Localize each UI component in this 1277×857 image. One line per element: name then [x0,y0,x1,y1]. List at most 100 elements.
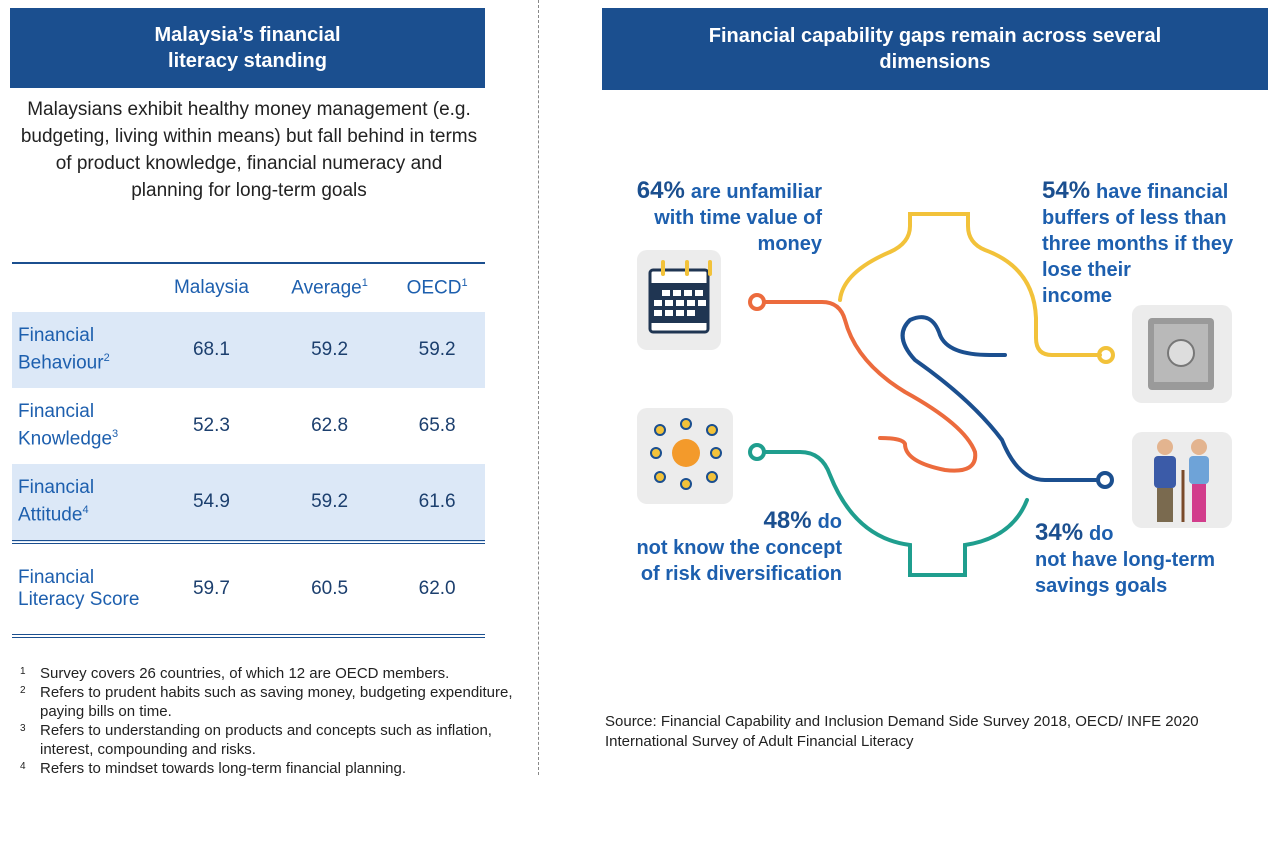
stat-text: of risk diversification [640,563,842,585]
stat-value: 64% [636,177,685,204]
row-label: Financial Knowledge3 [12,388,153,464]
value-cell: 59.2 [389,312,485,388]
stat-text: income [1042,285,1113,307]
row-note: 4 [82,504,89,517]
blue-dot [1096,471,1114,489]
elderly-icon [1154,439,1209,522]
stat-line: income [1042,283,1233,309]
orange-line [762,300,978,473]
column-header: OECD1 [389,262,485,312]
stat-line: buffers of less than [1042,205,1233,231]
row-label-text: Financial Attitude [18,477,95,526]
row-label: Financial Literacy Score [12,540,153,638]
table-row: Financial Attitude4 54.9 59.2 61.6 [12,464,485,542]
footnote: 2 Refers to prudent habits such as saving… [20,683,535,721]
stat-text: buffers of less than [1042,207,1227,229]
value-cell: 59.2 [269,312,390,388]
column-note: 1 [461,276,468,289]
footnote-marker: 4 [20,761,26,772]
divider [538,0,539,775]
orange-dot [748,293,766,311]
stat: 34% do not have long-term savings goals [1035,520,1215,599]
value-cell: 61.6 [389,464,485,542]
footnote: 3 Refers to understanding on products and… [20,721,535,759]
row-label: Financial Behaviour2 [12,312,153,388]
stat-text: savings goals [1035,575,1168,597]
row-label: Financial Attitude4 [12,464,153,542]
stat-line: with time value of [637,205,822,231]
stat-line: 48% do [636,508,842,535]
footnote-text: Refers to prudent habits such as saving … [40,684,513,720]
stat-line: not have long-term [1035,547,1215,573]
stat-text: with time value of [654,207,822,229]
stat-line: savings goals [1035,573,1215,599]
stat-text: three months if they [1042,233,1234,255]
value-cell: 59.7 [153,540,270,638]
calendar-icon [648,260,712,334]
footnote-text: Refers to understanding on products and … [40,722,492,758]
stat-line: 54% have financial [1042,178,1233,205]
right-header: Financial capability gaps remain across … [602,8,1268,90]
dollar-lines [748,212,1115,577]
column-label: OECD [406,277,462,299]
footnote: 4 Refers to mindset towards long-term fin… [20,759,535,778]
row-label-text: Financial Literacy Score [18,567,140,610]
table-row: Financial Behaviour2 68.1 59.2 59.2 [12,312,485,388]
blue-line [900,315,1100,482]
corner-cell [12,262,153,312]
row-note: 3 [112,428,119,441]
footnote: 1 Survey covers 26 countries, of which 12… [20,664,535,683]
yellow-line [838,212,1102,357]
stat-text: lose their [1042,259,1131,281]
teal-line [762,450,1029,577]
stat-line: money [637,231,822,257]
footnote-marker: 2 [20,685,26,696]
row-label-text: Financial Knowledge [18,401,113,450]
stat: 64% are unfamiliar with time value of money [637,178,822,257]
row-label-text: Financial Behaviour [18,325,104,374]
value-cell: 60.5 [269,540,390,638]
stat-value: 48% [763,507,812,534]
stat-text: are unfamiliar [690,181,822,203]
row-note: 2 [103,352,110,365]
stat-value: 34% [1035,519,1084,546]
footnotes: 1 Survey covers 26 countries, of which 12… [20,664,535,778]
teal-dot [748,443,766,461]
value-cell: 59.2 [269,464,390,542]
yellow-dot [1097,346,1115,364]
value-cell: 54.9 [153,464,270,542]
column-header: Average1 [269,262,390,312]
value-cell: 65.8 [418,415,456,436]
column-label: Average [291,277,362,299]
value-cell: 68.1 [153,312,270,388]
value-cell: 52.3 [192,415,230,436]
stat-value: 54% [1042,177,1091,204]
stat-text: money [757,233,822,255]
right-header-text: Financial capability gaps remain across … [708,25,1162,73]
footnote-marker: 1 [20,666,26,677]
column-note: 1 [361,276,368,289]
stat-line: of risk diversification [636,561,842,587]
column-header: Malaysia [153,262,270,312]
risk-icon [650,418,722,490]
header-row: Malaysia Average1 OECD1 [12,262,485,312]
table-row: Financial Knowledge3 52.3 62.8 65.8 [12,388,485,464]
footnote-text: Survey covers 26 countries, of which 12 … [40,665,450,682]
stat-text: not know the concept [636,537,842,559]
stat-line: 34% do [1035,520,1215,547]
safe-icon [1148,318,1214,390]
value-cell: 62.8 [311,415,349,436]
stat-line: 64% are unfamiliar [637,178,822,205]
left-header: Malaysia’s financial literacy standing [10,8,485,88]
literacy-table: Malaysia Average1 OECD1 Financial Behaviour… [12,262,485,638]
left-header-text: Malaysia’s financial literacy standing [154,24,341,72]
stat-line: three months if they [1042,231,1233,257]
footnote-marker: 3 [20,723,26,734]
stat-line: lose their [1042,257,1233,283]
source: Source: Financial Capability and Inclusi… [605,713,1199,750]
stat-text: not have long-term [1035,549,1216,571]
intro: Malaysians exhibit healthy money managem… [20,99,478,201]
stat-line: not know the concept [636,535,842,561]
